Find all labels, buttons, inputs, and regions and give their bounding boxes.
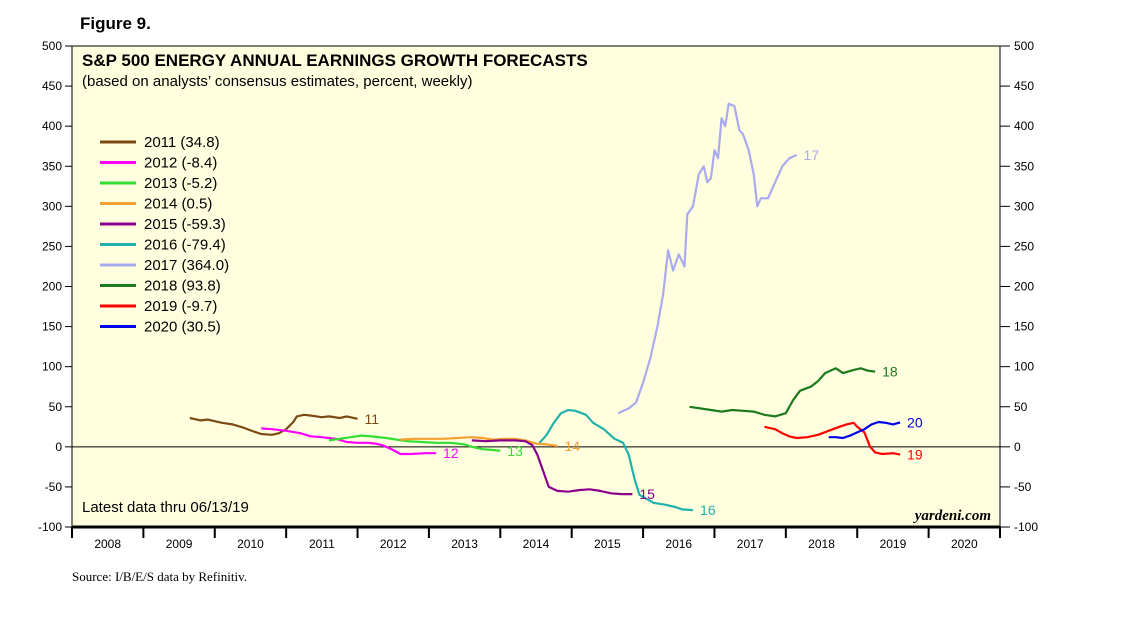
series-line-13 <box>328 434 501 452</box>
y-tick-label-left: 250 <box>42 239 62 253</box>
series-line-18 <box>689 367 876 418</box>
y-tick-label-right: 350 <box>1014 159 1034 173</box>
x-tick-label: 2018 <box>808 537 835 551</box>
series-end-label-15: 15 <box>639 486 655 502</box>
x-tick-label: 2017 <box>737 537 764 551</box>
y-tick-label-right: -100 <box>1014 520 1038 534</box>
y-tick-label-right: -50 <box>1014 480 1032 494</box>
series-end-label-13: 13 <box>507 443 523 459</box>
x-tick-label: 2015 <box>594 537 621 551</box>
latest-data-note: Latest data thru 06/13/19 <box>82 499 249 516</box>
legend-label-12: 2012 (-8.4) <box>144 155 217 172</box>
series-line-20 <box>828 420 901 440</box>
x-tick-label: 2011 <box>309 537 335 551</box>
series-end-label-12: 12 <box>443 445 459 461</box>
y-tick-label-right: 400 <box>1014 119 1034 133</box>
chart-title: S&P 500 ENERGY ANNUAL EARNINGS GROWTH FO… <box>82 51 588 70</box>
x-tick-label: 2009 <box>166 537 193 551</box>
y-tick-label-left: 200 <box>42 280 62 294</box>
series-end-label-14: 14 <box>564 438 580 454</box>
y-tick-label-right: 450 <box>1014 79 1034 93</box>
y-tick-label-left: 400 <box>42 119 62 133</box>
legend: 2011 (34.8) 2012 (-8.4) 2013 (-5.2) 2014 (0… <box>100 134 229 336</box>
y-tick-label-left: -50 <box>45 480 63 494</box>
series-end-label-19: 19 <box>907 447 923 463</box>
x-tick-label: 2010 <box>237 537 264 551</box>
y-tick-label-right: 0 <box>1014 440 1021 454</box>
legend-label-17: 2017 (364.0) <box>144 257 229 274</box>
x-tick-label: 2014 <box>523 537 550 551</box>
series-line-16 <box>538 408 694 512</box>
series-line-11 <box>189 413 358 436</box>
y-tick-label-left: 0 <box>55 440 62 454</box>
series-end-label-11: 11 <box>365 411 380 427</box>
y-tick-label-right: 250 <box>1014 239 1034 253</box>
y-tick-label-left: 350 <box>42 159 62 173</box>
legend-label-13: 2013 (-5.2) <box>144 175 217 192</box>
legend-label-18: 2018 (93.8) <box>144 278 221 295</box>
series-end-label-16: 16 <box>700 502 716 518</box>
y-tick-label-left: 500 <box>42 39 62 53</box>
y-tick-label-right: 200 <box>1014 280 1034 294</box>
series-end-label-20: 20 <box>907 414 923 430</box>
legend-label-14: 2014 (0.5) <box>144 196 212 213</box>
y-tick-label-right: 300 <box>1014 199 1034 213</box>
end-labels: 11 12 13 14 15 16 17 18 19 20 <box>365 147 923 518</box>
x-tick-label: 2020 <box>951 537 978 551</box>
chart-subtitle: (based on analysts’ consensus estimates,… <box>82 73 472 90</box>
brand-label: yardeni.com <box>913 508 991 524</box>
series-line-14 <box>400 436 558 448</box>
y-tick-label-left: 300 <box>42 199 62 213</box>
series-line-19 <box>764 421 901 456</box>
legend-label-11: 2011 (34.8) <box>144 134 220 151</box>
y-tick-label-right: 150 <box>1014 320 1034 334</box>
y-tick-label-left: -100 <box>38 520 62 534</box>
y-tick-label-right: 500 <box>1014 39 1034 53</box>
x-tick-label: 2016 <box>665 537 692 551</box>
figure-label: Figure 9. <box>80 14 151 33</box>
series-layer <box>189 102 901 512</box>
x-axis: 2008 2009 2010 2011 2012 2013 2014 2015 2016 2017… <box>71 527 1001 551</box>
x-tick-label: 2013 <box>451 537 478 551</box>
x-tick-label: 2019 <box>880 537 907 551</box>
legend-label-20: 2020 (30.5) <box>144 319 221 336</box>
x-tick-label: 2008 <box>94 537 121 551</box>
y-tick-label-left: 50 <box>49 400 63 414</box>
series-line-15 <box>471 439 633 496</box>
legend-label-15: 2015 (-59.3) <box>144 216 226 233</box>
x-tick-label: 2012 <box>380 537 407 551</box>
source-note: Source: I/B/E/S data by Refinitiv. <box>72 569 247 584</box>
y-tick-label-left: 150 <box>42 320 62 334</box>
y-tick-label-left: 100 <box>42 360 62 374</box>
legend-label-16: 2016 (-79.4) <box>144 237 226 254</box>
y-tick-label-left: 450 <box>42 79 62 93</box>
series-line-12 <box>261 427 437 456</box>
series-line-17 <box>617 102 798 415</box>
legend-label-19: 2019 (-9.7) <box>144 298 217 315</box>
y-tick-label-right: 100 <box>1014 360 1034 374</box>
series-end-label-17: 17 <box>804 147 820 163</box>
y-tick-label-right: 50 <box>1014 400 1028 414</box>
series-end-label-18: 18 <box>882 364 898 380</box>
